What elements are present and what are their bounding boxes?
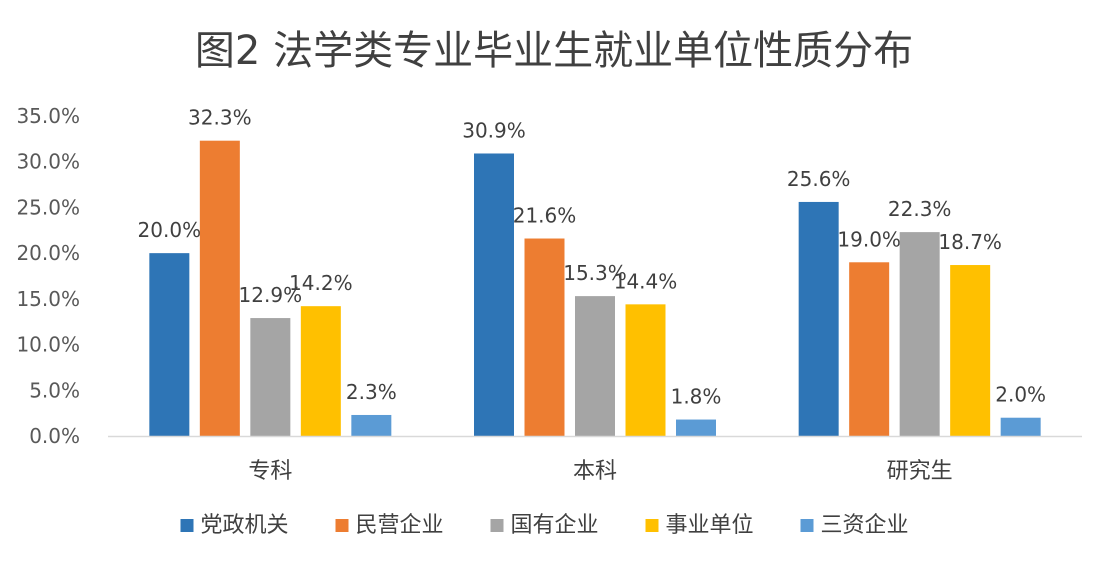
- bar: [676, 419, 716, 436]
- bar: [524, 238, 565, 436]
- y-tick-label: 5.0%: [29, 378, 80, 402]
- y-tick-label: 0.0%: [29, 424, 80, 448]
- bar: [351, 414, 392, 436]
- bar: [625, 304, 666, 436]
- legend: 党政机关 民营企业 国有企业 事业单位 三资企业: [180, 513, 909, 538]
- bar: [199, 140, 240, 436]
- data-label: 15.3%: [563, 261, 627, 285]
- data-label: 14.2%: [289, 271, 353, 295]
- data-label: 12.9%: [239, 283, 303, 307]
- y-axis: 0.0% 5.0% 10.0% 15.0% 20.0% 25.0% 30.0% 35.0%: [16, 104, 80, 448]
- bars: 20.0%32.3%12.9%14.2%2.3%30.9%21.6%15.3%1…: [138, 106, 1046, 436]
- data-label: 22.3%: [888, 197, 952, 221]
- data-label: 18.7%: [938, 230, 1002, 254]
- y-tick-label: 35.0%: [16, 104, 80, 128]
- data-label: 20.0%: [138, 218, 202, 242]
- legend-label: 民营企业: [356, 513, 444, 538]
- data-label: 2.3%: [346, 380, 397, 404]
- data-label: 25.6%: [787, 167, 851, 191]
- y-tick-label: 25.0%: [16, 195, 80, 219]
- legend-label: 事业单位: [666, 513, 754, 538]
- legend-label: 国有企业: [511, 513, 599, 538]
- bar: [300, 306, 341, 436]
- bar: [849, 262, 890, 436]
- legend-label: 三资企业: [821, 513, 909, 538]
- data-label: 19.0%: [837, 227, 901, 251]
- data-label: 30.9%: [462, 118, 526, 142]
- legend-swatch: [335, 519, 349, 532]
- legend-label: 党政机关: [201, 513, 289, 538]
- data-label: 21.6%: [513, 204, 577, 228]
- legend-swatch: [800, 519, 814, 532]
- y-tick-label: 30.0%: [16, 150, 80, 174]
- bar: [899, 232, 940, 436]
- legend-swatch: [490, 519, 504, 532]
- bar: [950, 265, 991, 436]
- legend-swatch: [180, 519, 194, 532]
- bar: [798, 201, 839, 436]
- category-label: 本科: [573, 459, 617, 484]
- data-label: 14.4%: [614, 269, 678, 293]
- bar: [474, 153, 514, 436]
- y-tick-label: 15.0%: [16, 287, 80, 311]
- y-tick-label: 20.0%: [16, 241, 80, 265]
- bar: [575, 296, 615, 436]
- data-label: 2.0%: [995, 383, 1046, 407]
- y-tick-label: 10.0%: [16, 333, 80, 357]
- bar: [250, 318, 291, 436]
- bar: [149, 253, 190, 436]
- chart-title: 图2 法学类专业毕业生就业单位性质分布: [195, 28, 913, 74]
- bar: [1000, 417, 1041, 436]
- x-axis: 专科 本科 研究生: [108, 435, 1082, 484]
- data-label: 32.3%: [188, 106, 252, 130]
- category-label: 专科: [248, 459, 292, 484]
- category-label: 研究生: [887, 459, 953, 484]
- data-label: 1.8%: [671, 385, 722, 409]
- legend-swatch: [645, 519, 659, 532]
